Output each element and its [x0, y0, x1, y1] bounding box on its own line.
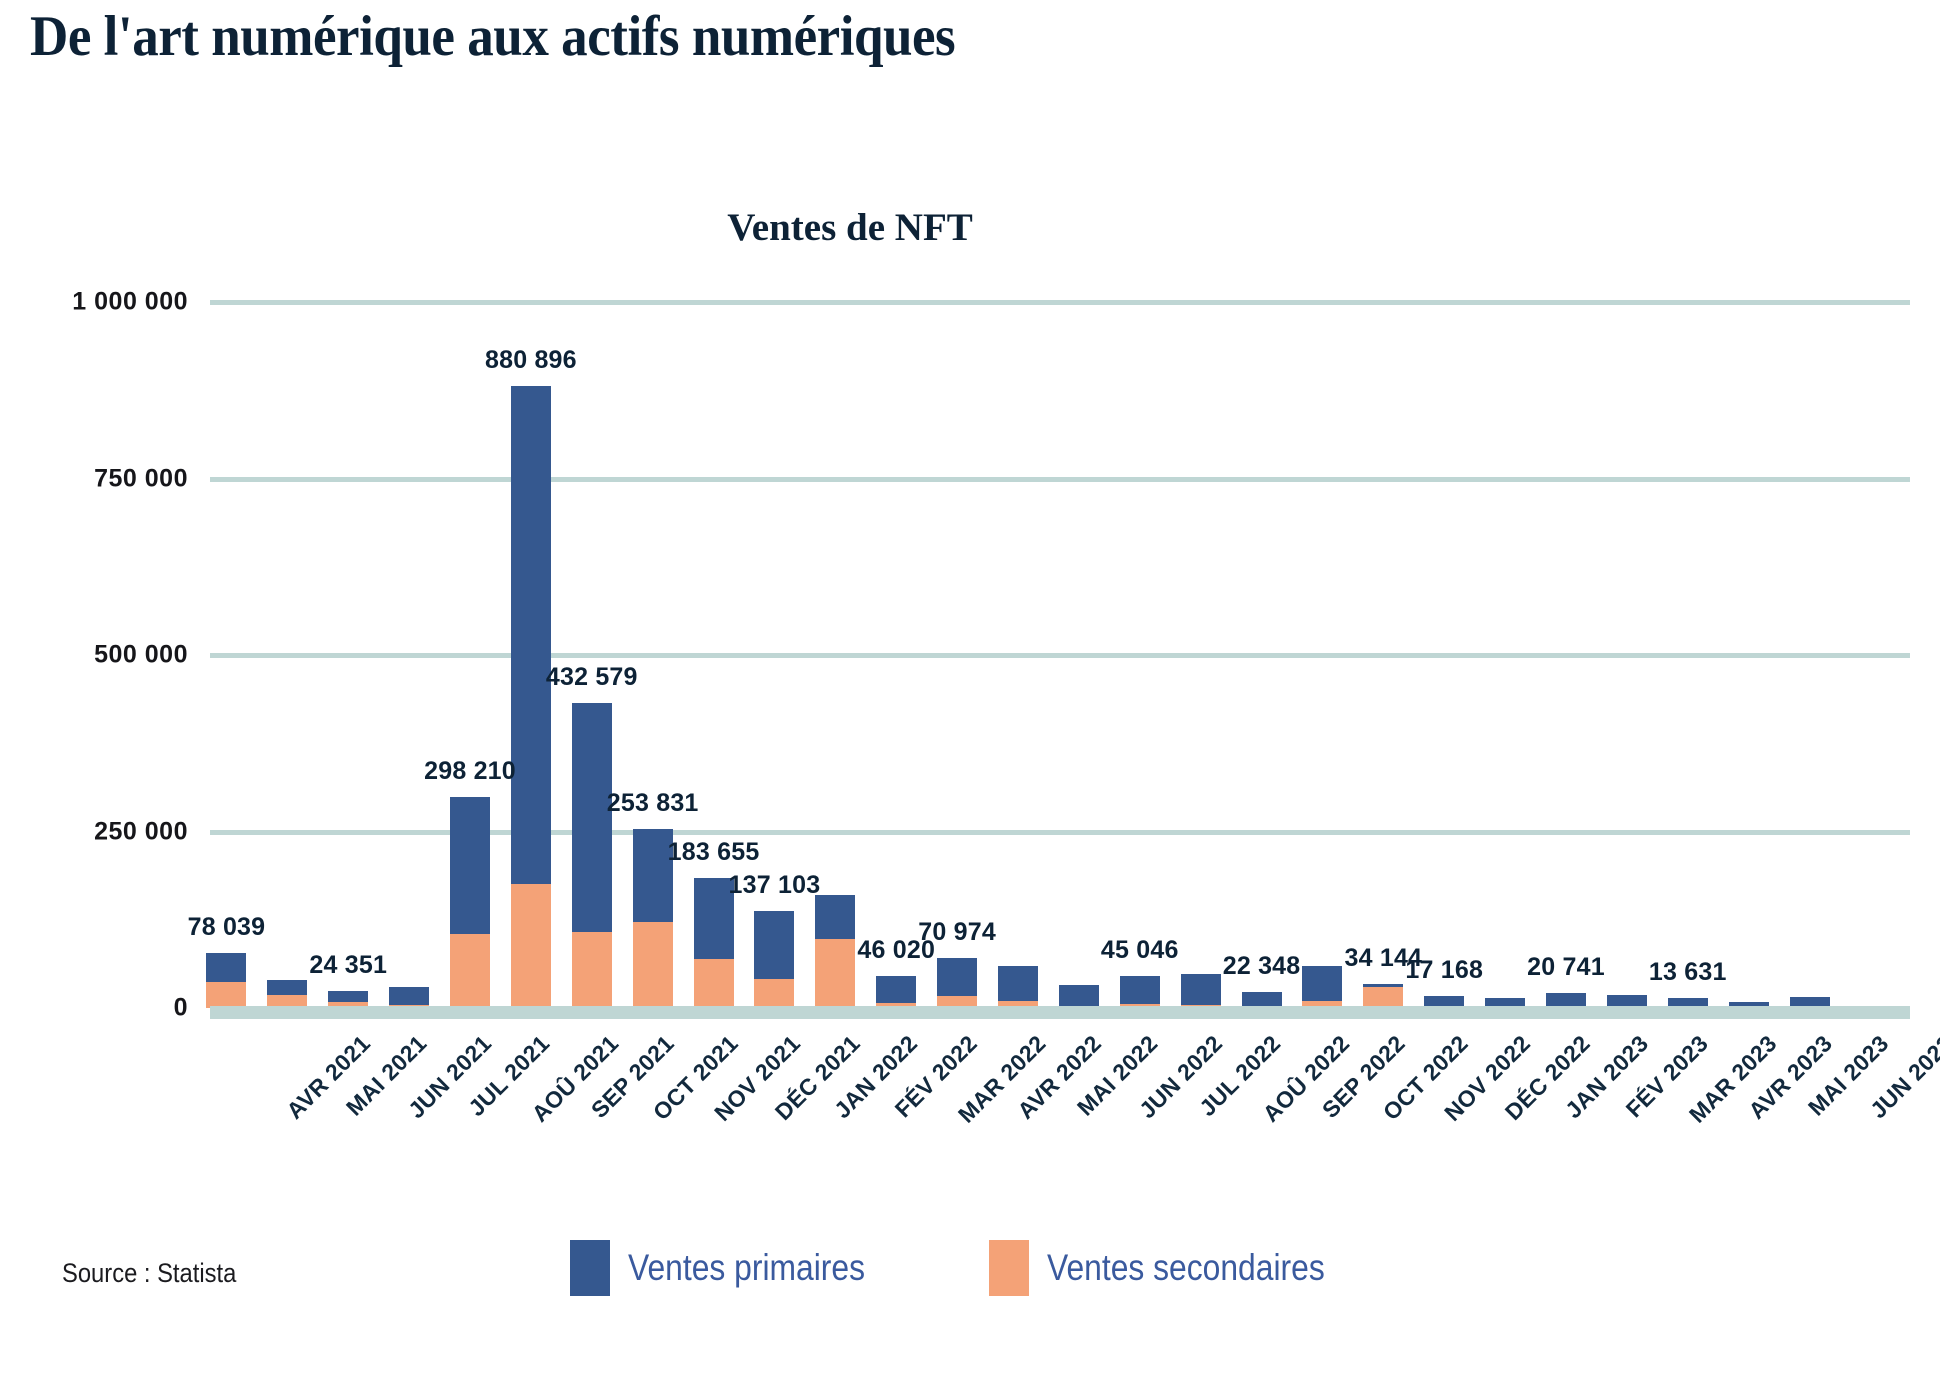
y-axis-tick-label: 0: [173, 993, 188, 1022]
bar-segment-secondary[interactable]: [450, 934, 490, 1008]
bar-segment-secondary[interactable]: [632, 922, 673, 1008]
bar-segment-primary[interactable]: [1302, 965, 1343, 1001]
bar-column[interactable]: [937, 957, 978, 1008]
bar-value-label: 20 741: [1527, 953, 1605, 982]
bar-column[interactable]: [1119, 976, 1160, 1008]
bar-value-label: 45 046: [1100, 936, 1179, 965]
bar-segment-primary[interactable]: [206, 952, 247, 982]
bar-value-label: 432 579: [545, 662, 638, 691]
bar-segment-primary[interactable]: [754, 911, 795, 979]
gridline: [210, 300, 1910, 305]
bar-value-label: 78 039: [187, 912, 266, 941]
chart-plot-area: 0 250 000 500 000 750 000 1 000 000 78 039 24…: [72, 288, 1910, 1022]
bar-segment-primary[interactable]: [693, 878, 734, 959]
bar-value-label: 880 896: [484, 346, 577, 375]
bar-segment-primary[interactable]: [571, 702, 612, 933]
legend-label: Ventes primaires: [627, 1247, 865, 1288]
bar-column[interactable]: [632, 828, 673, 1008]
legend-item[interactable]: Ventes primaires: [569, 1240, 904, 1296]
bar-column[interactable]: [571, 702, 612, 1008]
bar-segment-primary[interactable]: [1546, 993, 1586, 1006]
legend-item[interactable]: Ventes secondaires: [989, 1240, 1370, 1296]
bar-segment-secondary[interactable]: [754, 978, 795, 1008]
bar-segment-primary[interactable]: [876, 975, 917, 1004]
bar-column[interactable]: [998, 965, 1038, 1008]
bar-value-label: 298 210: [424, 757, 516, 786]
bar-value-label: 137 103: [728, 871, 821, 900]
bar-column[interactable]: [1302, 965, 1343, 1008]
bar-segment-secondary[interactable]: [998, 1000, 1038, 1008]
bar-value-label: 183 655: [667, 838, 760, 867]
bar-column[interactable]: [328, 990, 369, 1008]
bar-segment-secondary[interactable]: [1363, 987, 1404, 1008]
bar-segment-primary[interactable]: [1485, 998, 1526, 1008]
bar-value-label: 46 020: [857, 935, 936, 964]
bar-segment-secondary[interactable]: [571, 932, 612, 1008]
bar-value-label: 253 831: [606, 788, 699, 817]
gridline: [210, 653, 1910, 658]
bar-segment-primary[interactable]: [632, 828, 673, 922]
bar-segment-primary[interactable]: [1241, 992, 1282, 1007]
bar-segment-primary[interactable]: [1606, 995, 1647, 1008]
bar-segment-primary[interactable]: [1728, 1001, 1769, 1008]
bar-segment-secondary[interactable]: [876, 1003, 917, 1008]
bar-column[interactable]: [693, 878, 734, 1008]
bar-column[interactable]: [1363, 983, 1404, 1008]
bar-column[interactable]: [389, 986, 430, 1008]
bar-segment-secondary[interactable]: [1302, 1000, 1343, 1008]
bar-segment-secondary[interactable]: [937, 996, 978, 1008]
y-axis-tick-label: 1 000 000: [72, 287, 188, 316]
bar-column[interactable]: [1058, 984, 1099, 1008]
legend-swatch-secondary: [989, 1240, 1030, 1296]
bar-segment-primary[interactable]: [267, 979, 308, 996]
bar-column[interactable]: [754, 911, 795, 1008]
bar-value-label: 22 348: [1222, 952, 1301, 981]
y-axis-tick-label: 750 000: [94, 464, 188, 492]
bar-segment-primary[interactable]: [1363, 983, 1404, 988]
bar-value-label: 34 144: [1344, 943, 1423, 972]
bar-segment-secondary[interactable]: [510, 883, 551, 1008]
legend-label: Ventes secondaires: [1047, 1247, 1326, 1288]
bar-value-label: 24 351: [309, 950, 388, 979]
chart-title: Ventes de NFT: [0, 205, 1940, 250]
bar-value-label: 70 974: [918, 917, 996, 946]
y-axis-tick-label: 250 000: [94, 817, 188, 845]
bar-segment-secondary[interactable]: [206, 981, 247, 1008]
bar-segment-primary[interactable]: [1667, 998, 1708, 1008]
gridline: [210, 829, 1910, 835]
bar-segment-primary[interactable]: [1058, 984, 1099, 1006]
chart-legend: Ventes primaires Ventes secondaires: [0, 1240, 1940, 1296]
bar-segment-primary[interactable]: [1789, 996, 1830, 1008]
bar-segment-primary[interactable]: [328, 990, 369, 1003]
bar-column[interactable]: [510, 386, 551, 1008]
x-axis-baseline: [210, 1006, 1910, 1019]
page-title: De l'art numérique aux actifs numériques: [30, 5, 956, 68]
bar-column[interactable]: [206, 952, 247, 1008]
bar-value-label: 17 168: [1405, 955, 1484, 984]
bar-segment-primary[interactable]: [998, 965, 1038, 1001]
bar-segment-secondary[interactable]: [815, 938, 856, 1008]
bar-segment-primary[interactable]: [450, 797, 490, 935]
bar-segment-primary[interactable]: [815, 895, 856, 939]
bar-segment-secondary[interactable]: [693, 958, 734, 1008]
bar-column[interactable]: [1180, 974, 1221, 1008]
bar-segment-primary[interactable]: [937, 957, 978, 997]
source-note: Source : Statista: [62, 1258, 237, 1288]
y-axis-tick-label: 500 000: [94, 640, 188, 669]
bar-column[interactable]: [267, 979, 308, 1008]
bar-segment-secondary[interactable]: [267, 995, 308, 1008]
gridline: [210, 476, 1910, 482]
bar-segment-primary[interactable]: [1180, 974, 1221, 1006]
bar-segment-primary[interactable]: [389, 986, 430, 1006]
bar-column[interactable]: [450, 797, 490, 1008]
chart-title-text: Ventes de NFT: [727, 206, 973, 249]
bar-segment-secondary[interactable]: [328, 1002, 369, 1008]
legend-swatch-primary: [569, 1240, 610, 1296]
bar-segment-primary[interactable]: [510, 386, 551, 884]
bar-value-label: 13 631: [1648, 958, 1727, 987]
bar-segment-primary[interactable]: [1424, 995, 1465, 1008]
bar-column[interactable]: [876, 975, 917, 1008]
bar-column[interactable]: [815, 895, 856, 1008]
bar-segment-primary[interactable]: [1119, 976, 1160, 1005]
